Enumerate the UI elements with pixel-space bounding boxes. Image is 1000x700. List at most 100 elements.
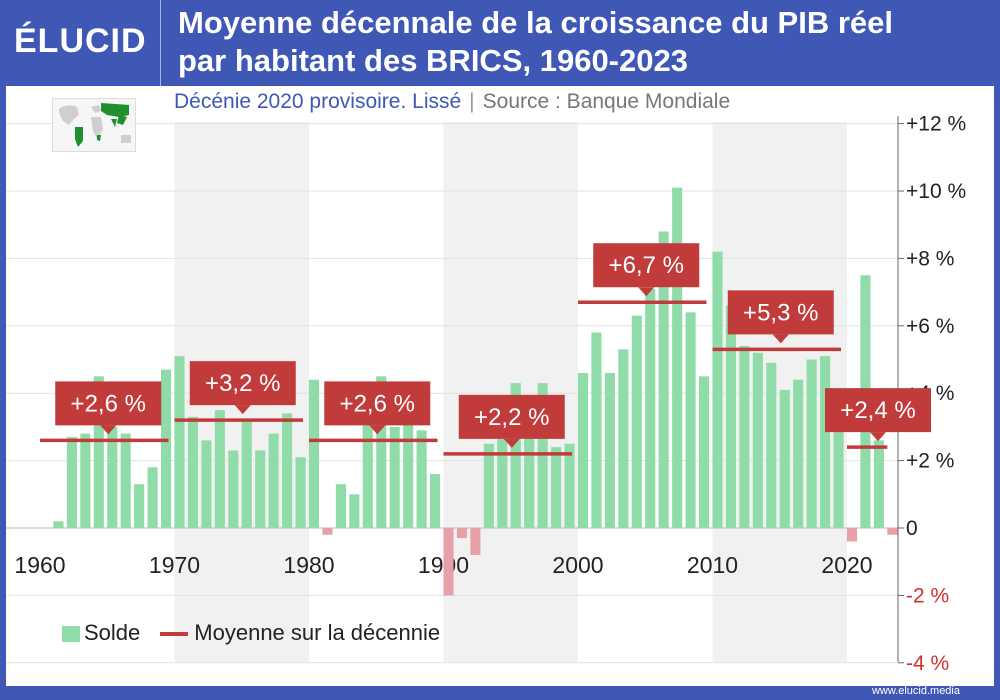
bar-1984 bbox=[362, 389, 373, 528]
bar-1980 bbox=[308, 379, 320, 528]
bar-2006 bbox=[658, 231, 669, 528]
bar-2013 bbox=[752, 352, 763, 528]
bar-2002 bbox=[604, 372, 615, 528]
frame-left bbox=[0, 86, 6, 690]
mean-label-box-2020 bbox=[825, 388, 931, 433]
mean-label-pointer-1990 bbox=[503, 438, 520, 448]
bar-1998 bbox=[551, 447, 562, 528]
mean-label-box-2000 bbox=[593, 243, 700, 288]
bar-1985 bbox=[376, 376, 387, 528]
subtitle-note: Décénie 2020 provisoire. Lissé bbox=[174, 90, 462, 113]
bar-2008 bbox=[685, 312, 696, 528]
bar-1989 bbox=[430, 474, 441, 528]
bar-2019 bbox=[833, 389, 844, 528]
x-tick-label: 1980 bbox=[283, 552, 334, 578]
bar-1961 bbox=[53, 521, 64, 528]
bar-1986 bbox=[389, 426, 400, 528]
bar-1999 bbox=[564, 443, 575, 528]
bar-2014 bbox=[766, 362, 777, 528]
bar-1971 bbox=[187, 416, 198, 528]
mean-label-box-1980 bbox=[324, 381, 431, 426]
bar-2005 bbox=[645, 288, 656, 528]
bar-2012 bbox=[739, 346, 750, 528]
bar-1978 bbox=[282, 413, 293, 528]
frame-bottom bbox=[0, 686, 1000, 700]
mean-label-2000: +6,7 % bbox=[609, 252, 684, 279]
mean-label-box-1990 bbox=[458, 394, 565, 439]
bar-1964 bbox=[93, 376, 104, 528]
mean-label-box-1960 bbox=[55, 381, 162, 426]
bar-1988 bbox=[416, 430, 427, 528]
bar-1969 bbox=[161, 369, 172, 528]
chart-title-line-2: par habitant des BRICS, 1960-2023 bbox=[178, 43, 688, 78]
y-tick-label: 0 bbox=[906, 517, 918, 540]
bar-2004 bbox=[631, 315, 642, 528]
y-tick-label: -4 % bbox=[906, 652, 949, 675]
bar-2007 bbox=[672, 187, 683, 528]
bar-2016 bbox=[793, 379, 804, 528]
x-tick-label: 2010 bbox=[687, 552, 738, 578]
bar-1987 bbox=[403, 416, 414, 528]
y-tick-label: +12 % bbox=[906, 113, 966, 136]
frame-right bbox=[994, 86, 1000, 690]
bar-1996 bbox=[524, 403, 535, 528]
x-tick-label: 1960 bbox=[14, 552, 65, 578]
x-tick-label: 2000 bbox=[552, 552, 603, 578]
bar-1967 bbox=[134, 484, 145, 528]
bar-1982 bbox=[335, 484, 346, 528]
bar-1970 bbox=[174, 356, 185, 528]
bar-1994 bbox=[497, 423, 508, 528]
bar-1972 bbox=[201, 440, 212, 528]
bar-1965 bbox=[107, 426, 118, 528]
mean-label-1960: +2,6 % bbox=[71, 390, 146, 417]
legend-bar-swatch bbox=[62, 626, 80, 643]
mean-label-box-2010 bbox=[727, 290, 834, 335]
bar-2001 bbox=[591, 332, 602, 528]
mean-label-pointer-2020 bbox=[870, 432, 886, 442]
bar-1974 bbox=[228, 450, 239, 528]
bar-1990 bbox=[443, 528, 454, 596]
subtitle-source: Source : Banque Mondiale bbox=[482, 90, 731, 113]
bar-1992 bbox=[470, 528, 481, 555]
mean-label-1970: +3,2 % bbox=[205, 370, 280, 397]
header-bar: ÉLUCID Moyenne décennale de la croissanc… bbox=[0, 0, 1000, 86]
chart-title-line-1: Moyenne décennale de la croissance du PI… bbox=[178, 5, 893, 40]
bar-2003 bbox=[618, 349, 629, 528]
legend-line-swatch bbox=[160, 632, 189, 637]
bar-2022 bbox=[873, 440, 884, 528]
y-tick-label: +6 % bbox=[906, 315, 954, 338]
legend-bars-label: Solde bbox=[84, 620, 141, 645]
bar-1973 bbox=[214, 410, 225, 528]
mean-label-2010: +5,3 % bbox=[743, 299, 818, 326]
x-tick-label: 1970 bbox=[149, 552, 200, 578]
bar-1968 bbox=[147, 467, 158, 528]
header-divider bbox=[160, 0, 161, 86]
bar-2017 bbox=[806, 359, 817, 528]
bar-1993 bbox=[483, 443, 494, 528]
mean-label-1980: +2,6 % bbox=[340, 390, 415, 417]
y-tick-label: +8 % bbox=[906, 247, 954, 270]
mean-label-pointer-2010 bbox=[772, 334, 789, 344]
footer-url: www.elucid.media bbox=[871, 685, 960, 697]
chart-title: Moyenne décennale de la croissance du PI… bbox=[178, 4, 988, 80]
y-tick-label: +2 % bbox=[906, 450, 954, 473]
y-tick-label: -2 % bbox=[906, 584, 949, 607]
subtitle-separator: | bbox=[469, 90, 475, 113]
bar-1966 bbox=[120, 433, 131, 528]
bar-1979 bbox=[295, 457, 306, 528]
x-tick-label: 2020 bbox=[821, 552, 872, 578]
bar-2020 bbox=[846, 528, 858, 542]
bar-2010 bbox=[712, 251, 723, 528]
mean-label-box-1970 bbox=[189, 361, 296, 406]
bar-1983 bbox=[349, 494, 360, 528]
bar-2015 bbox=[779, 389, 790, 528]
legend: Solde Moyenne sur la décennie bbox=[62, 620, 440, 646]
bar-2018 bbox=[820, 356, 831, 528]
mean-label-2020: +2,4 % bbox=[840, 397, 915, 424]
bar-1976 bbox=[255, 450, 266, 528]
bar-2011 bbox=[725, 305, 736, 528]
bar-1963 bbox=[80, 433, 91, 528]
bar-1962 bbox=[66, 437, 77, 528]
bar-2009 bbox=[699, 376, 710, 528]
world-map-icon bbox=[52, 98, 136, 152]
